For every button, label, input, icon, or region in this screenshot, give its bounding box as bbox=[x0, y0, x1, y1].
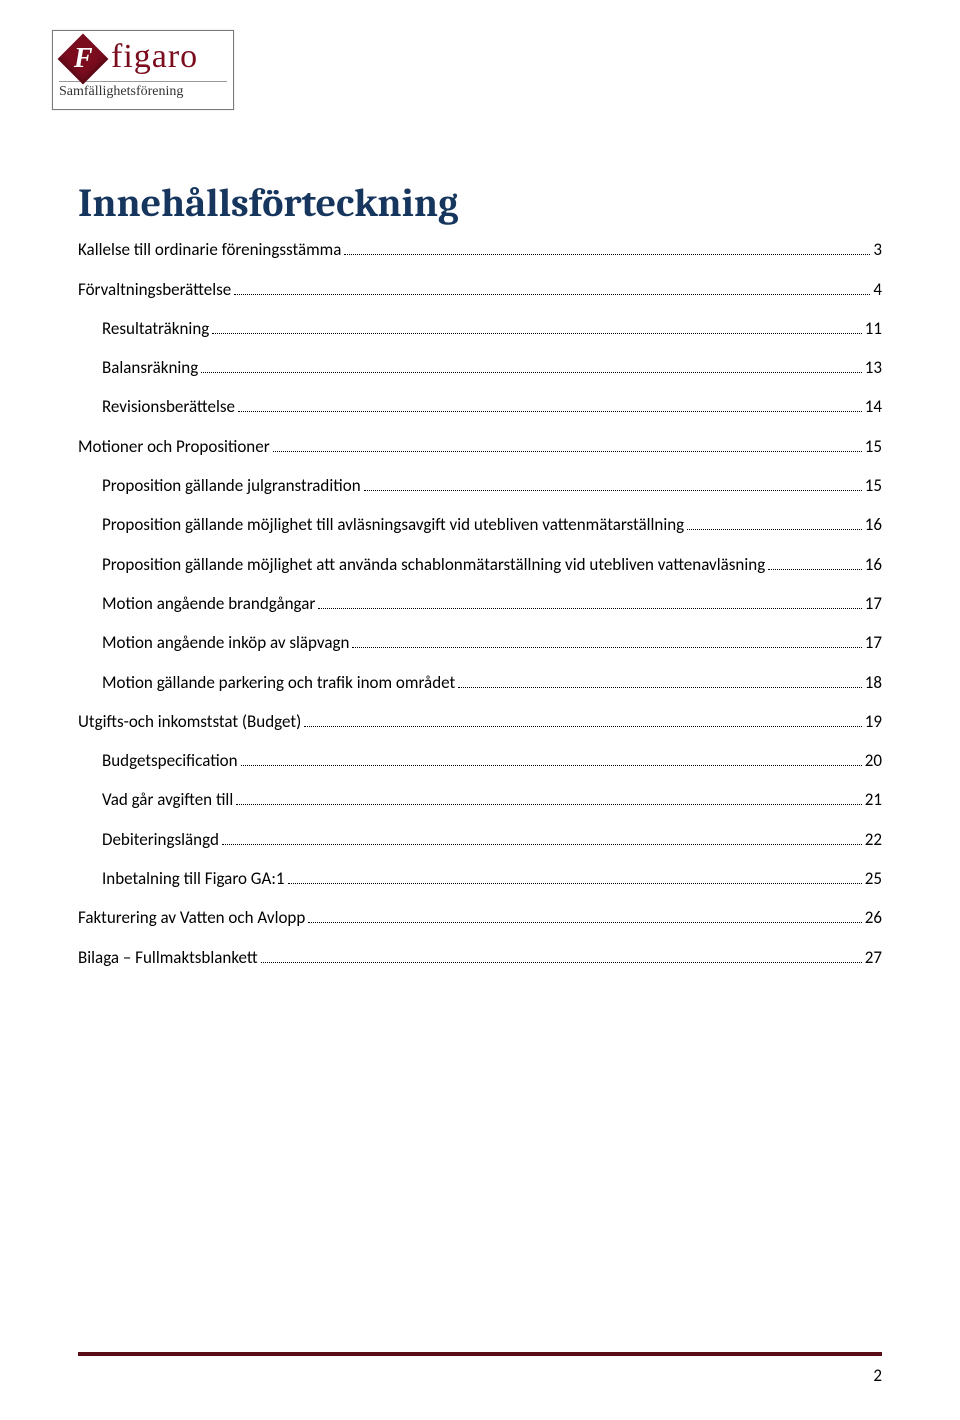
toc-row: Förvaltningsberättelse 4 bbox=[78, 279, 882, 297]
toc-row: Motion gällande parkering och trafik ino… bbox=[78, 672, 882, 690]
table-of-contents: Kallelse till ordinarie föreningsstämma 3… bbox=[78, 240, 882, 966]
toc-leader-dots bbox=[458, 672, 862, 687]
toc-row: Proposition gällande julgranstradition 15 bbox=[78, 476, 882, 494]
toc-row: Motion angående brandgångar 17 bbox=[78, 594, 882, 612]
toc-entry-page: 19 bbox=[865, 713, 882, 730]
toc-entry-label: Balansräkning bbox=[102, 359, 198, 376]
toc-row: Resultaträkning 11 bbox=[78, 319, 882, 337]
logo-box: F figaro Samfällighetsförening bbox=[52, 30, 234, 110]
toc-row: Vad går avgiften till 21 bbox=[78, 790, 882, 808]
toc-leader-dots bbox=[241, 751, 862, 766]
toc-entry-label: Utgifts-och inkomststat (Budget) bbox=[78, 713, 301, 730]
toc-entry-label: Motion angående inköp av släpvagn bbox=[102, 634, 349, 651]
toc-leader-dots bbox=[288, 869, 862, 884]
toc-entry-label: Debiteringslängd bbox=[102, 831, 219, 848]
logo-diamond-letter: F bbox=[74, 43, 93, 75]
toc-entry-label: Motioner och Propositioner bbox=[78, 438, 270, 455]
content-area: Innehållsförteckning Kallelse till ordin… bbox=[78, 30, 882, 966]
logo-diamond-icon: F bbox=[58, 34, 109, 85]
toc-entry-page: 15 bbox=[865, 438, 882, 455]
toc-entry-label: Proposition gällande julgranstradition bbox=[102, 477, 361, 494]
toc-entry-page: 11 bbox=[865, 320, 882, 337]
toc-entry-page: 26 bbox=[865, 909, 882, 926]
page-number: 2 bbox=[873, 1365, 882, 1386]
toc-leader-dots bbox=[318, 594, 861, 609]
toc-entry-label: Budgetspecification bbox=[102, 752, 238, 769]
toc-leader-dots bbox=[234, 279, 870, 294]
toc-row: Utgifts-och inkomststat (Budget) 19 bbox=[78, 712, 882, 730]
toc-leader-dots bbox=[212, 319, 862, 334]
toc-row: Motioner och Propositioner 15 bbox=[78, 436, 882, 454]
toc-row: Inbetalning till Figaro GA:1 25 bbox=[78, 869, 882, 887]
toc-entry-page: 18 bbox=[865, 674, 882, 691]
toc-entry-label: Bilaga – Fullmaktsblankett bbox=[78, 949, 258, 966]
toc-leader-dots bbox=[344, 240, 870, 255]
toc-entry-page: 22 bbox=[865, 831, 882, 848]
toc-entry-label: Proposition gällande möjlighet att använ… bbox=[102, 556, 765, 573]
toc-leader-dots bbox=[352, 633, 861, 648]
toc-entry-label: Revisionsberättelse bbox=[102, 398, 235, 415]
toc-leader-dots bbox=[238, 397, 862, 412]
toc-row: Debiteringslängd 22 bbox=[78, 829, 882, 847]
toc-entry-label: Proposition gällande möjlighet till avlä… bbox=[102, 516, 684, 533]
page-title: Innehållsförteckning bbox=[78, 180, 882, 226]
toc-entry-label: Inbetalning till Figaro GA:1 bbox=[102, 870, 285, 887]
toc-entry-page: 20 bbox=[865, 752, 882, 769]
toc-entry-label: Motion angående brandgångar bbox=[102, 595, 315, 612]
toc-leader-dots bbox=[261, 947, 862, 962]
toc-leader-dots bbox=[768, 554, 862, 569]
toc-entry-label: Vad går avgiften till bbox=[102, 791, 233, 808]
toc-leader-dots bbox=[364, 476, 862, 491]
toc-leader-dots bbox=[236, 790, 862, 805]
toc-row: Fakturering av Vatten och Avlopp 26 bbox=[78, 908, 882, 926]
toc-entry-label: Resultaträkning bbox=[102, 320, 209, 337]
toc-entry-label: Fakturering av Vatten och Avlopp bbox=[78, 909, 305, 926]
toc-entry-page: 3 bbox=[873, 241, 882, 258]
page-root: F figaro Samfällighetsförening Innehålls… bbox=[0, 0, 960, 1420]
logo-sub-text: Samfällighetsförening bbox=[59, 81, 227, 100]
toc-entry-page: 14 bbox=[865, 398, 882, 415]
toc-row: Proposition gällande möjlighet till avlä… bbox=[78, 515, 882, 533]
footer-rule bbox=[78, 1352, 882, 1356]
toc-leader-dots bbox=[308, 908, 861, 923]
toc-entry-page: 27 bbox=[865, 949, 882, 966]
toc-row: Balansräkning 13 bbox=[78, 358, 882, 376]
toc-entry-page: 16 bbox=[865, 516, 882, 533]
toc-leader-dots bbox=[201, 358, 862, 373]
toc-row: Revisionsberättelse 14 bbox=[78, 397, 882, 415]
logo-top-row: F figaro bbox=[59, 35, 227, 79]
toc-row: Motion angående inköp av släpvagn 17 bbox=[78, 633, 882, 651]
toc-leader-dots bbox=[222, 829, 862, 844]
toc-leader-dots bbox=[687, 515, 862, 530]
toc-entry-page: 17 bbox=[865, 595, 882, 612]
toc-entry-page: 21 bbox=[865, 791, 882, 808]
toc-row: Bilaga – Fullmaktsblankett 27 bbox=[78, 947, 882, 965]
toc-entry-label: Kallelse till ordinarie föreningsstämma bbox=[78, 241, 341, 258]
toc-entry-page: 4 bbox=[873, 281, 882, 298]
toc-entry-page: 17 bbox=[865, 634, 882, 651]
toc-entry-label: Motion gällande parkering och trafik ino… bbox=[102, 674, 455, 691]
toc-row: Proposition gällande möjlighet att använ… bbox=[78, 554, 882, 572]
logo-main-text: figaro bbox=[111, 40, 198, 74]
toc-entry-label: Förvaltningsberättelse bbox=[78, 281, 231, 298]
toc-row: Kallelse till ordinarie föreningsstämma 3 bbox=[78, 240, 882, 258]
toc-leader-dots bbox=[304, 712, 862, 727]
toc-entry-page: 25 bbox=[865, 870, 882, 887]
toc-entry-page: 15 bbox=[865, 477, 882, 494]
toc-leader-dots bbox=[273, 436, 862, 451]
toc-entry-page: 16 bbox=[865, 556, 882, 573]
toc-entry-page: 13 bbox=[865, 359, 882, 376]
toc-row: Budgetspecification 20 bbox=[78, 751, 882, 769]
